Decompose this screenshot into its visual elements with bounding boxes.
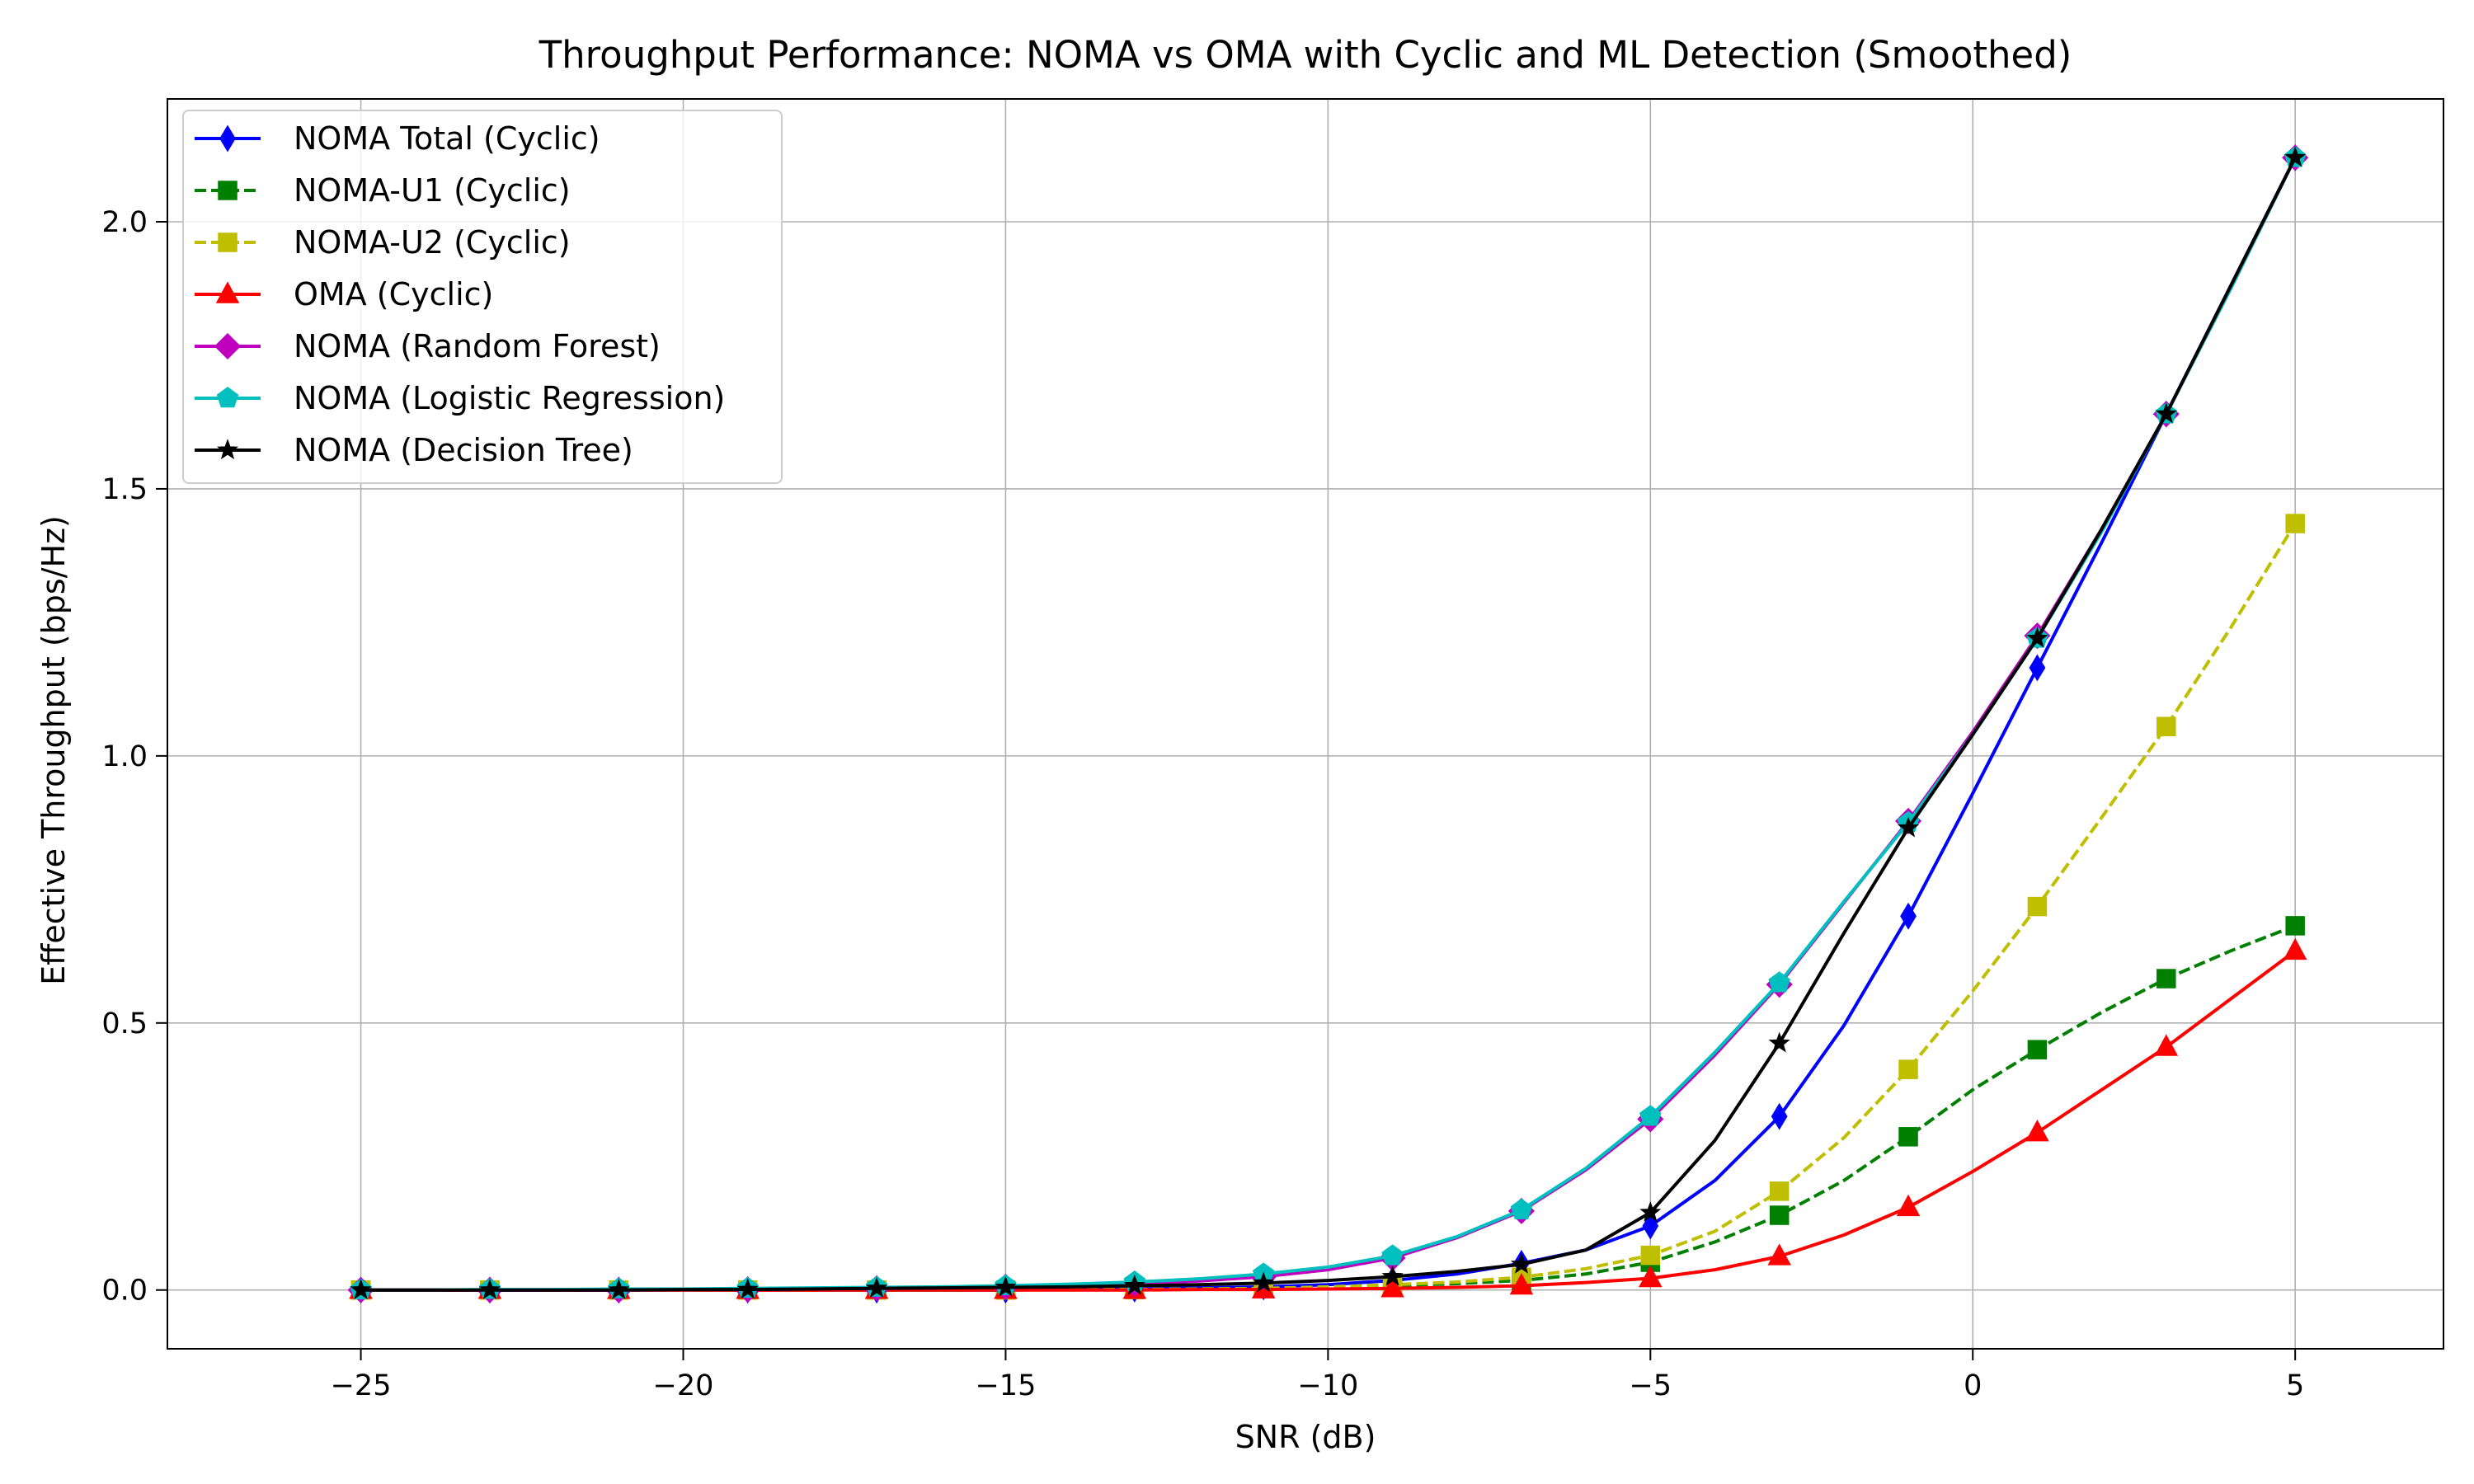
series-line bbox=[360, 157, 2297, 1292]
data-point bbox=[1898, 1127, 1918, 1147]
data-point bbox=[2029, 654, 2046, 682]
data-point bbox=[1123, 1274, 1145, 1295]
data-point bbox=[2027, 1040, 2048, 1059]
data-point bbox=[350, 1279, 372, 1299]
data-point bbox=[2025, 1120, 2049, 1142]
y-tick-label: 0.0 bbox=[101, 1275, 148, 1308]
legend-entry: NOMA-U1 (Cyclic) bbox=[195, 172, 571, 209]
legend-label: OMA (Cyclic) bbox=[294, 276, 493, 312]
data-point bbox=[2027, 896, 2048, 917]
legend-label: NOMA-U2 (Cyclic) bbox=[294, 224, 571, 261]
data-point bbox=[1509, 1272, 1534, 1295]
legend-entry: NOMA (Decision Tree) bbox=[195, 432, 633, 468]
data-point bbox=[1896, 1194, 1921, 1217]
data-point bbox=[2154, 1034, 2179, 1056]
data-point bbox=[1768, 1031, 1790, 1053]
data-point bbox=[1510, 1252, 1532, 1274]
data-point bbox=[2157, 969, 2176, 989]
legend-marker bbox=[215, 281, 240, 303]
data-point bbox=[1769, 1181, 1790, 1201]
legend-entries: NOMA Total (Cyclic) NOMA-U1 (Cyclic) NOMA-… bbox=[195, 120, 725, 468]
data-point bbox=[1767, 1243, 1791, 1266]
data-point bbox=[1639, 1105, 1662, 1126]
data-point bbox=[2285, 916, 2305, 936]
x-axis-label: SNR (dB) bbox=[1235, 1419, 1376, 1455]
legend-entry: NOMA (Random Forest) bbox=[195, 328, 661, 364]
data-point bbox=[1769, 1205, 1790, 1225]
legend-marker bbox=[216, 439, 239, 460]
legend-marker bbox=[219, 124, 236, 153]
y-tick-label: 1.0 bbox=[101, 740, 148, 773]
legend-label: NOMA-U1 (Cyclic) bbox=[294, 172, 571, 209]
x-tick-label: −20 bbox=[653, 1369, 714, 1402]
data-point bbox=[1381, 1265, 1404, 1286]
legend-marker bbox=[218, 232, 238, 252]
x-tick-label: −5 bbox=[1629, 1369, 1672, 1402]
legend-entry: NOMA-U2 (Cyclic) bbox=[195, 224, 571, 261]
data-point bbox=[1898, 1059, 1918, 1079]
data-point bbox=[2285, 514, 2305, 533]
chart-title: Throughput Performance: NOMA vs OMA with… bbox=[539, 33, 2072, 77]
y-tick-label: 1.5 bbox=[101, 473, 148, 506]
data-point bbox=[865, 1277, 888, 1298]
y-axis-ticks: 0.0 0.5 1.0 1.5 2.0 bbox=[101, 206, 167, 1308]
x-tick-label: 0 bbox=[1964, 1369, 1982, 1402]
legend-entry: NOMA Total (Cyclic) bbox=[195, 120, 600, 157]
y-axis-label: Effective Throughput (bps/Hz) bbox=[35, 515, 72, 985]
legend-marker bbox=[218, 181, 238, 200]
legend-marker bbox=[216, 387, 239, 408]
legend-box bbox=[182, 110, 783, 484]
x-tick-label: −15 bbox=[975, 1369, 1036, 1402]
data-point bbox=[1380, 1275, 1404, 1298]
legend-entry: OMA (Cyclic) bbox=[195, 276, 493, 312]
x-tick-label: 5 bbox=[2286, 1369, 2304, 1402]
x-tick-label: −25 bbox=[331, 1369, 392, 1402]
data-point bbox=[736, 1278, 759, 1299]
data-point bbox=[1253, 1271, 1275, 1293]
legend-label: NOMA (Logistic Regression) bbox=[294, 380, 725, 416]
data-point bbox=[1768, 971, 1790, 993]
y-tick-label: 2.0 bbox=[101, 206, 148, 239]
data-point bbox=[2155, 402, 2177, 424]
data-point bbox=[1510, 1198, 1533, 1219]
data-point bbox=[2157, 716, 2176, 736]
x-axis-ticks: −25 −20 −15 −10 −5 0 5 bbox=[331, 1349, 2304, 1402]
legend-entry: NOMA (Logistic Regression) bbox=[195, 380, 725, 416]
legend-label: NOMA (Random Forest) bbox=[294, 328, 661, 364]
legend: NOMA Total (Cyclic) NOMA-U1 (Cyclic) NOMA-… bbox=[182, 110, 783, 484]
legend-label: NOMA Total (Cyclic) bbox=[294, 120, 600, 157]
data-point bbox=[1381, 1244, 1404, 1266]
data-point bbox=[995, 1275, 1017, 1297]
data-point bbox=[2026, 627, 2048, 648]
data-point bbox=[1640, 1245, 1661, 1266]
data-point bbox=[1771, 1102, 1788, 1130]
data-point bbox=[608, 1279, 630, 1299]
x-tick-label: −10 bbox=[1297, 1369, 1358, 1402]
data-point bbox=[478, 1279, 501, 1299]
data-point bbox=[2284, 146, 2307, 167]
legend-marker bbox=[214, 332, 242, 360]
data-point bbox=[1900, 902, 1917, 930]
axes-frame bbox=[167, 98, 2444, 1350]
data-point bbox=[2283, 937, 2307, 960]
legend-label: NOMA (Decision Tree) bbox=[294, 432, 633, 468]
series-group bbox=[350, 146, 2307, 1299]
series-layer bbox=[347, 143, 2309, 1304]
data-point bbox=[1639, 1201, 1662, 1222]
y-tick-label: 0.5 bbox=[101, 1007, 148, 1040]
data-point bbox=[1897, 816, 1920, 838]
data-point bbox=[1639, 1265, 1663, 1288]
